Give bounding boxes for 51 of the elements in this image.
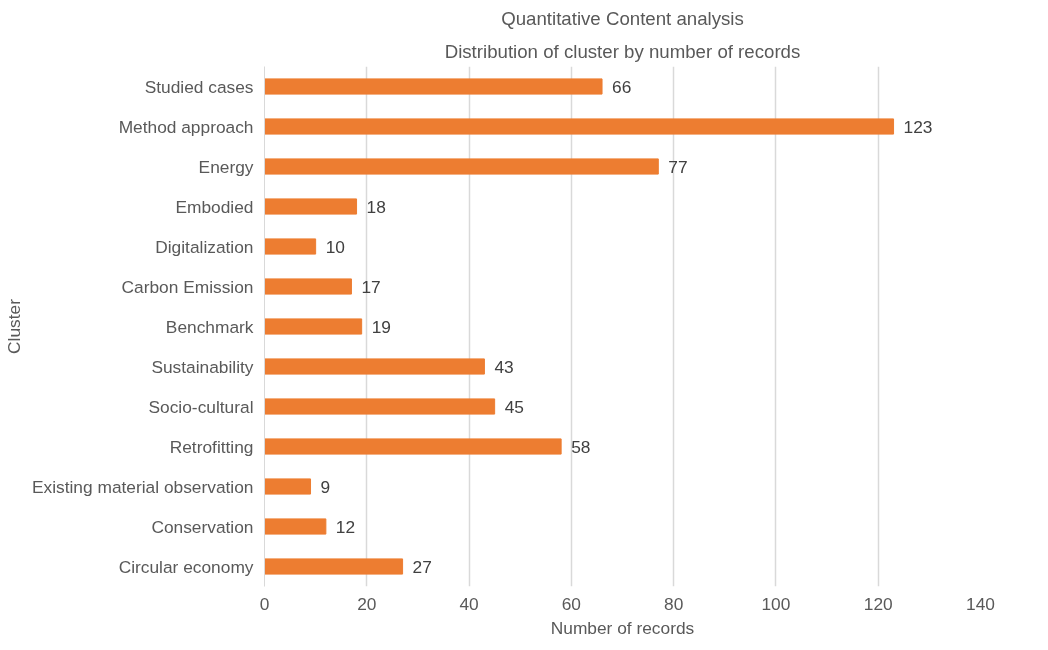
bar: [264, 478, 312, 495]
y-tick-label: Carbon Emission: [121, 276, 254, 297]
y-tick-label: Energy: [198, 156, 254, 177]
y-tick-label: Studied cases: [144, 76, 254, 97]
data-label: 77: [668, 156, 688, 177]
bar: [264, 318, 363, 335]
y-tick-label: Embodied: [175, 196, 254, 217]
bar: [264, 198, 358, 215]
bar: [264, 118, 895, 135]
data-label: 19: [371, 316, 391, 337]
y-tick-label: Existing material observation: [31, 476, 254, 497]
bar: [264, 398, 496, 415]
data-label: 43: [494, 356, 514, 377]
bar: [264, 278, 352, 295]
bar: [264, 158, 659, 175]
bar: [264, 78, 603, 95]
x-tick-label: 20: [357, 593, 377, 614]
x-tick-label: 40: [459, 593, 479, 614]
bar: [264, 558, 404, 575]
x-tick-label: 120: [863, 593, 893, 614]
data-label: 17: [361, 276, 381, 297]
y-tick-label: Socio-cultural: [148, 396, 254, 417]
data-label: 18: [366, 196, 386, 217]
y-axis-title: Cluster: [3, 298, 24, 354]
y-tick-label: Benchmark: [165, 316, 254, 337]
chart-title: Quantitative Content analysis: [501, 7, 744, 29]
x-tick-label: 140: [966, 593, 995, 614]
bar: [264, 518, 327, 535]
data-label: 9: [320, 476, 331, 497]
x-tick-label: 0: [259, 593, 270, 614]
y-tick-label: Sustainability: [151, 356, 254, 377]
y-tick-label: Method approach: [118, 116, 254, 137]
bar: [264, 438, 562, 455]
x-axis-title: Number of records: [550, 617, 695, 638]
y-tick-label: Retrofitting: [169, 436, 254, 457]
data-label: 66: [612, 76, 632, 97]
chart-subtitle: Distribution of cluster by number of records: [444, 40, 801, 62]
data-label: 45: [504, 396, 524, 417]
bar: [264, 358, 485, 375]
x-tick-label: 100: [761, 593, 791, 614]
x-tick-label: 80: [664, 593, 684, 614]
y-tick-label: Circular economy: [118, 556, 254, 577]
data-label: 27: [412, 556, 432, 577]
data-label: 58: [571, 436, 591, 457]
x-tick-label: 60: [561, 593, 581, 614]
data-label: 12: [335, 516, 356, 537]
data-label: 10: [325, 236, 345, 257]
y-tick-label: Conservation: [151, 516, 254, 537]
data-label: 123: [903, 116, 933, 137]
bar: [264, 238, 317, 255]
y-tick-label: Digitalization: [155, 236, 254, 257]
